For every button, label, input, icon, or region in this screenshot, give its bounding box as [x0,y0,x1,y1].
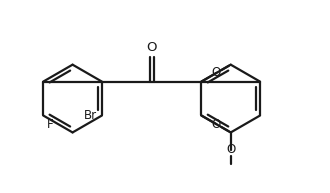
Text: O: O [212,66,221,79]
Text: O: O [212,118,221,131]
Text: O: O [147,41,157,54]
Text: O: O [226,143,235,156]
Text: F: F [47,118,54,131]
Text: Br: Br [84,109,97,122]
